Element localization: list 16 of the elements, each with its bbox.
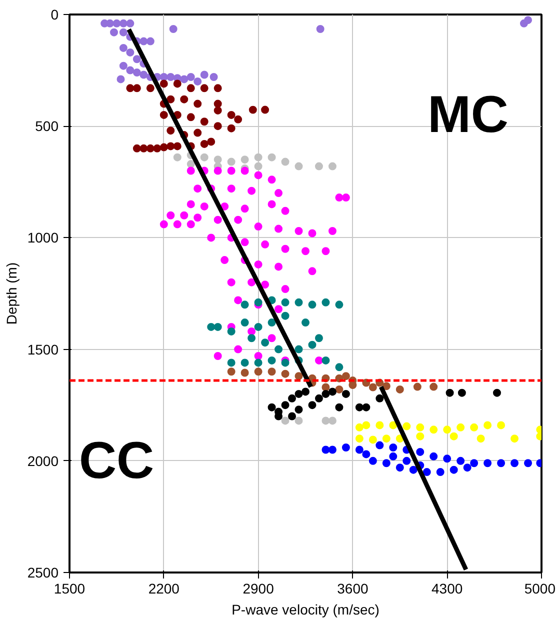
x-tick-label: 2900 [242,580,274,596]
x-tick-label: 4300 [432,580,463,596]
y-tick-label: 0 [50,6,59,22]
x-tick-label: 2200 [148,580,180,596]
x-tick-label: 1500 [54,580,86,596]
x-axis-title: P-wave velocity (m/sec) [232,602,380,618]
y-tick-label: 500 [35,118,59,134]
annotation: CC [78,432,154,490]
x-tick-label: 3600 [337,580,368,596]
x-tick-label: 5000 [524,580,556,596]
y-tick-label: 1000 [27,230,59,246]
annotation: MC [428,86,508,144]
y-tick-label: 2500 [27,564,59,580]
y-axis-title: Depth (m) [3,262,20,325]
y-tick-label: 1500 [27,341,59,358]
y-tick-label: 2000 [27,452,59,469]
